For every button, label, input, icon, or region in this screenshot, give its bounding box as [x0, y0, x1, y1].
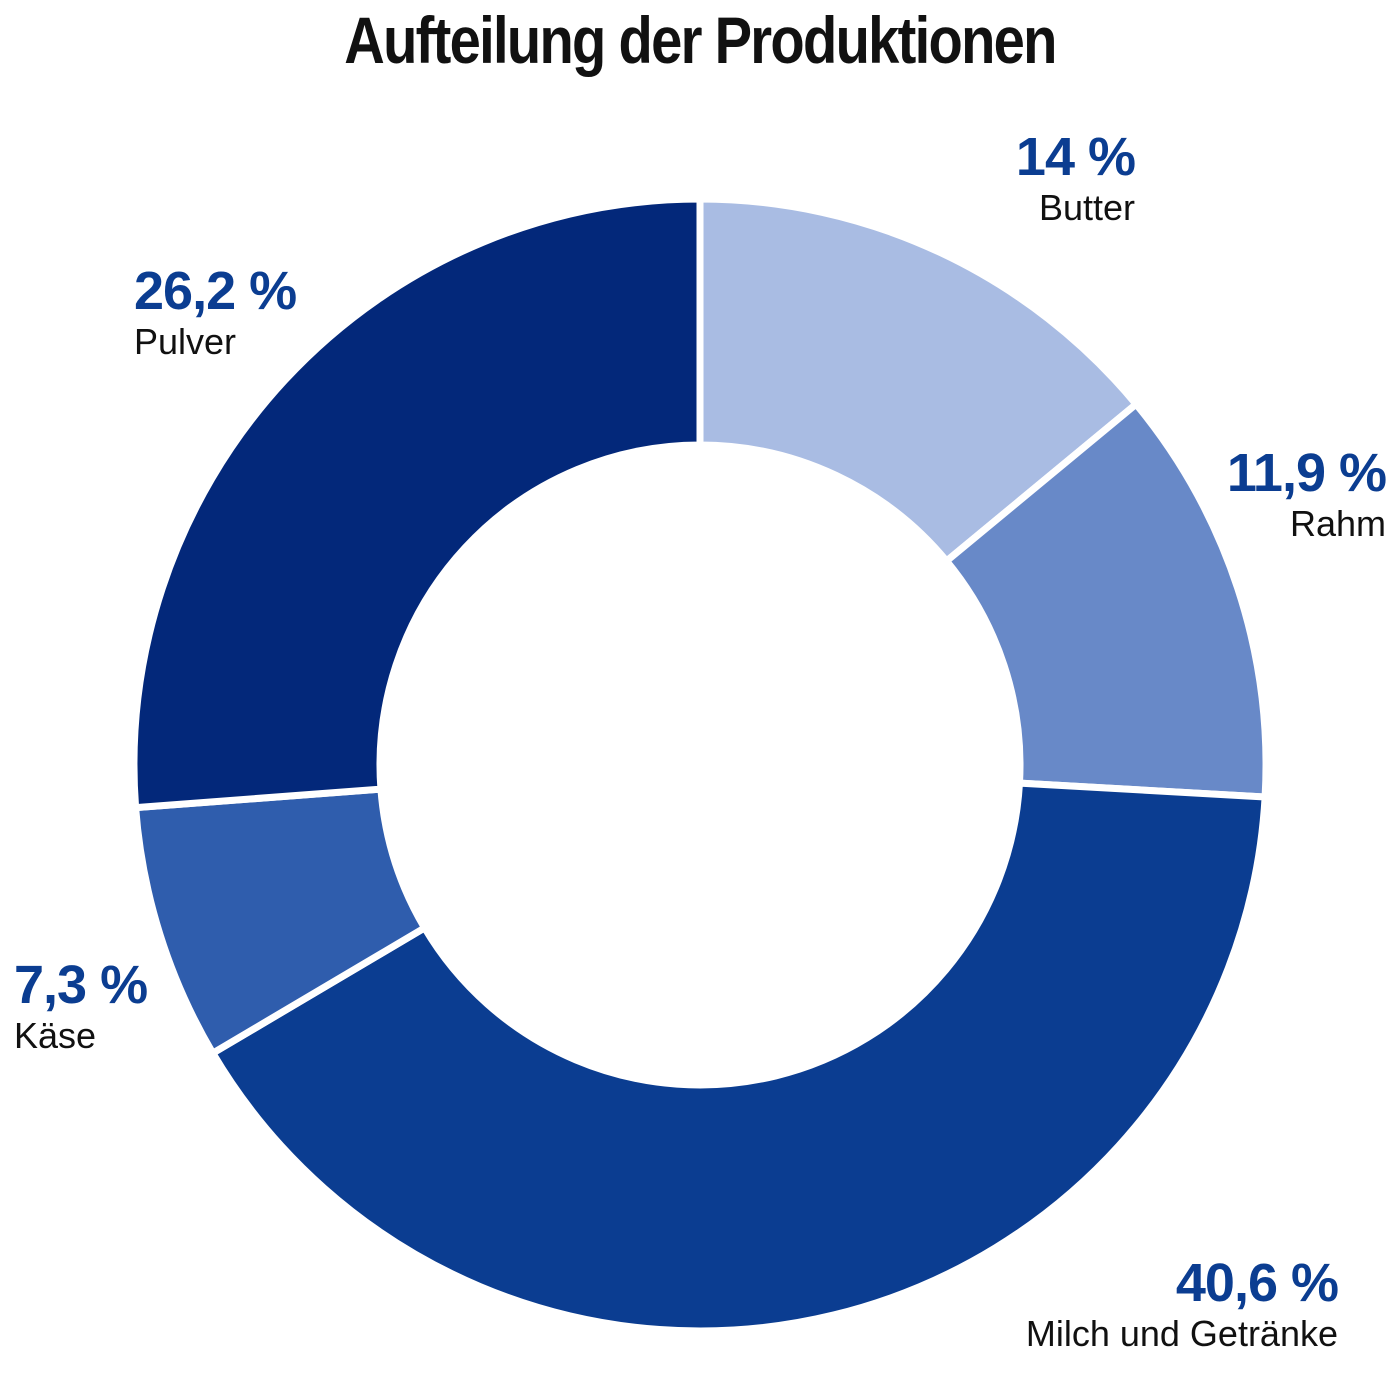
donut-slice-rahm [941, 399, 1270, 801]
label-rahm: 11,9 % Rahm [1226, 443, 1387, 544]
value-label-milch: 40,6 % [1175, 1253, 1339, 1313]
category-label-milch: Milch und Getränke [1025, 1313, 1338, 1354]
label-milch: 40,6 % Milch und Getränke [1025, 1253, 1339, 1354]
value-label-butter: 14 % [1015, 127, 1136, 187]
value-label-kaese: 7,3 % [14, 955, 148, 1015]
label-pulver: 26,2 % Pulver [134, 261, 297, 362]
category-label-butter: Butter [1038, 187, 1135, 228]
value-label-rahm: 11,9 % [1226, 443, 1387, 503]
donut-slice-butter [696, 195, 1142, 566]
donut-slice-milch-und-getränke [208, 779, 1269, 1335]
label-butter: 14 % Butter [1015, 127, 1136, 228]
value-label-pulver: 26,2 % [134, 261, 297, 321]
donut-slice-pulver [130, 195, 704, 812]
chart-title: Aufteilung der Produktionen [344, 3, 1057, 77]
category-label-kaese: Käse [14, 1015, 97, 1056]
category-label-pulver: Pulver [134, 321, 237, 362]
category-label-rahm: Rahm [1289, 503, 1386, 544]
label-kaese: 7,3 % Käse [14, 955, 148, 1056]
